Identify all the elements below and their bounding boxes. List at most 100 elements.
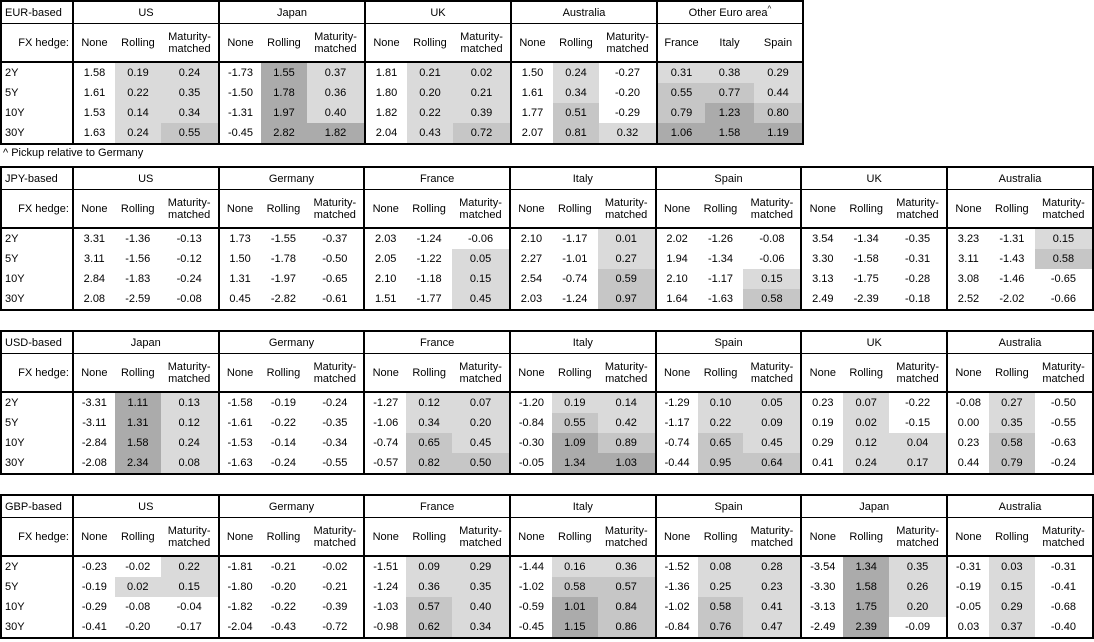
value-cell: -0.17 — [176, 621, 202, 633]
group-header-text: Australia — [998, 172, 1042, 185]
value-cell: 0.15 — [988, 577, 1035, 597]
value-cell: 0.09 — [743, 413, 802, 433]
value-cell: 1.64 — [654, 289, 698, 310]
table-label: GBP-based — [1, 495, 73, 518]
value-cell: 0.07 — [452, 392, 510, 413]
value-cell: 0.15 — [743, 269, 802, 289]
value-cell: -0.14 — [270, 437, 296, 449]
value-cell: -0.04 — [176, 601, 202, 613]
value-cell: 0.34 — [406, 413, 453, 433]
value-cell: 0.22 — [407, 103, 453, 123]
group-header: Spain — [654, 495, 802, 518]
subcol-header: None — [217, 517, 261, 557]
value-cell: 0.12 — [843, 433, 890, 453]
value-cell: -0.63 — [1050, 437, 1076, 449]
value-cell: 0.00 — [946, 413, 989, 433]
group-header-text: US — [138, 500, 154, 513]
value-cell: -0.35 — [905, 233, 931, 245]
subcol-header: France — [656, 23, 705, 63]
subcol-header: Maturity-matched — [889, 517, 948, 557]
value-cell: -2.39 — [853, 293, 879, 305]
value-cell: -1.56 — [125, 253, 151, 265]
table-label: EUR-based — [1, 1, 73, 24]
value-cell: 0.37 — [988, 617, 1035, 638]
value-cell: 0.65 — [406, 433, 453, 453]
subcol-header: Italy — [705, 23, 754, 63]
value-cell: -1.52 — [654, 556, 698, 577]
group-header-text: Other Euro area — [688, 6, 768, 19]
value-cell: -2.82 — [270, 293, 296, 305]
fx-hedge-label: FX hedge: — [1, 353, 73, 393]
group-header-text: France — [420, 500, 455, 513]
value-cell: -0.35 — [322, 417, 348, 429]
value-cell: -1.51 — [363, 556, 407, 577]
value-cell: 1.63 — [72, 123, 115, 144]
value-cell: 0.65 — [697, 433, 744, 453]
value-cell: -0.23 — [71, 556, 115, 577]
value-cell: -1.46 — [999, 273, 1025, 285]
group-header: Australia — [946, 331, 1093, 354]
subcol-header: Maturity-matched — [889, 353, 948, 393]
group-header-text: Australia — [562, 6, 606, 19]
value-cell: 2.27 — [508, 249, 552, 269]
value-cell: 0.44 — [754, 83, 803, 103]
value-cell: -1.75 — [853, 273, 879, 285]
value-cell: 1.58 — [114, 433, 161, 453]
footnote: ^ Pickup relative to Germany — [3, 147, 144, 159]
value-cell: 0.45 — [217, 289, 261, 310]
footnote-marker: ^ — [767, 3, 772, 13]
group-header-text: US — [138, 6, 154, 19]
table-row: 5Y -3.11 1.31 0.12 -1.61 -0.22 -0.35 -1.06 0.34 0… — [1, 413, 1093, 433]
value-cell: 1.51 — [363, 289, 407, 310]
value-cell: 0.23 — [800, 392, 844, 413]
value-cell: 0.58 — [988, 433, 1035, 453]
data-table-eur-based: EUR-based US Japan UK Australia Other Euro ar… — [0, 0, 804, 145]
value-cell: -0.43 — [270, 621, 296, 633]
fx-hedge-label: FX hedge: — [1, 517, 73, 557]
value-cell: 3.54 — [800, 228, 844, 249]
row-label: 2Y — [5, 561, 19, 573]
value-cell: -0.24 — [176, 273, 202, 285]
value-cell: 2.10 — [508, 228, 552, 249]
value-cell: 2.34 — [114, 453, 161, 474]
value-cell: -0.50 — [1050, 397, 1076, 409]
row-label: 30Y — [5, 293, 25, 305]
value-cell: -1.61 — [217, 413, 261, 433]
value-cell: -0.02 — [125, 561, 151, 573]
group-header: US — [71, 495, 219, 518]
group-header: UK — [364, 1, 511, 24]
value-cell: 3.13 — [800, 269, 844, 289]
subcol-header: Maturity-matched — [452, 517, 510, 557]
value-cell: -1.20 — [508, 392, 552, 413]
value-cell: -0.55 — [322, 457, 348, 469]
row-label: 30Y — [5, 457, 25, 469]
table-row: 5Y 1.61 0.22 0.35 -1.50 1.78 0.36 1.80 0.20 0.21 1… — [1, 83, 803, 103]
subcol-header: Rolling — [553, 23, 599, 63]
table-row: 5Y -0.19 0.02 0.15 -1.80 -0.20 -0.21 -1.24 0.36 0… — [1, 577, 1093, 597]
subcol-header: None — [508, 189, 552, 229]
value-cell: 0.29 — [988, 597, 1035, 617]
group-header: France — [363, 495, 510, 518]
value-cell: 0.24 — [115, 123, 161, 144]
group-header-text: UK — [430, 6, 446, 19]
value-cell: 0.64 — [743, 453, 802, 474]
value-cell: 0.35 — [161, 83, 219, 103]
value-cell: -0.29 — [614, 107, 641, 119]
value-cell: 1.34 — [551, 453, 598, 474]
value-cell: -0.20 — [614, 87, 641, 99]
value-cell: 0.38 — [705, 62, 754, 83]
group-header: Australia — [946, 167, 1093, 190]
subcol-header: Rolling — [260, 517, 307, 557]
value-cell: 0.23 — [743, 577, 802, 597]
value-cell: -1.22 — [416, 253, 442, 265]
value-cell: 0.50 — [452, 453, 510, 474]
value-cell: -1.50 — [218, 83, 261, 103]
value-cell: 0.76 — [697, 617, 744, 638]
value-cell: 2.84 — [71, 269, 115, 289]
value-cell: -1.26 — [707, 233, 734, 245]
value-cell: 0.55 — [161, 123, 219, 144]
value-cell: 2.54 — [508, 269, 552, 289]
group-header-text: Italy — [572, 500, 593, 513]
value-cell: 1.75 — [843, 597, 890, 617]
value-cell: 0.17 — [889, 453, 948, 474]
